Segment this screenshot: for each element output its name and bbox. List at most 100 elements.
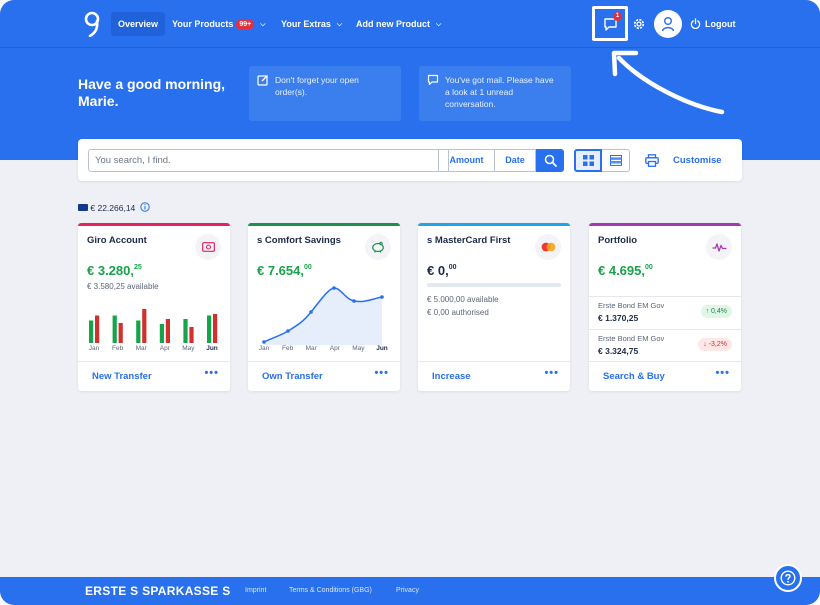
card-title: s MasterCard First: [427, 235, 511, 246]
customise-button[interactable]: Customise: [673, 155, 722, 166]
mastercard-logo-icon: [541, 242, 556, 252]
edit-icon: [257, 75, 268, 86]
more-options-icon[interactable]: •••: [544, 367, 559, 379]
card-footer: Own Transfer •••: [248, 361, 400, 391]
giro-bar-chart: [89, 309, 218, 343]
mastercard-card[interactable]: s MasterCard First € 0,00 € 5.000,00 ava…: [418, 223, 570, 391]
holding-name: Erste Bond EM Gov: [598, 334, 665, 343]
search-toolbar: You search, I find. Amount Date: [78, 139, 742, 181]
account-flag-icon: [78, 204, 88, 211]
nav-your-products[interactable]: Your Products 99+ ⌵: [172, 12, 266, 36]
nav-overview[interactable]: Overview: [111, 12, 166, 36]
total-balance: € 22.266,14: [78, 202, 150, 214]
new-transfer-button[interactable]: New Transfer: [92, 371, 152, 382]
logout-button[interactable]: Logout: [690, 12, 736, 36]
search-and-buy-button[interactable]: Search & Buy: [603, 371, 665, 382]
income-bar: [159, 324, 164, 343]
income-bar: [89, 320, 94, 343]
erste-logo-icon[interactable]: [84, 11, 102, 37]
profile-avatar[interactable]: [654, 10, 682, 38]
savings-point: [286, 329, 290, 333]
erste-sparkasse-logo[interactable]: ERSTE S SPARKASSE S: [85, 584, 231, 598]
expense-bar: [165, 319, 170, 343]
card-title: s Comfort Savings: [257, 235, 341, 246]
card-title: Giro Account: [87, 235, 147, 246]
month-label: Feb: [281, 345, 294, 352]
search-input[interactable]: You search, I find.: [88, 149, 449, 172]
arrow-up-icon: ↑: [705, 308, 710, 315]
holding-name: Erste Bond EM Gov: [598, 301, 665, 310]
month-label: May: [352, 345, 365, 352]
open-orders-notice[interactable]: Don't forget your open order(s).: [249, 66, 401, 121]
giro-balance: € 3.280,25: [87, 263, 142, 278]
printer-icon[interactable]: [645, 154, 659, 167]
card-footer: Increase •••: [418, 361, 570, 391]
card-title: Portfolio: [598, 235, 638, 246]
income-bar: [112, 315, 117, 343]
power-icon: [690, 18, 701, 29]
card-footer: New Transfer •••: [78, 361, 230, 391]
savings-area-fill: [264, 288, 382, 345]
unread-mail-notice[interactable]: You've got mail. Please have a look at 1…: [419, 66, 571, 121]
portfolio-card[interactable]: Portfolio € 4.695,00 Erste Bond EM Gov €…: [589, 223, 741, 391]
gear-icon[interactable]: [632, 17, 646, 31]
chevron-down-icon: ⌵: [336, 21, 343, 28]
savings-line-chart: [262, 286, 384, 345]
holding-row[interactable]: Erste Bond EM Gov € 1.370,25 ↑ 0,4%: [589, 296, 741, 329]
expense-bar: [189, 327, 194, 343]
holding-change-badge: ↑ 0,4%: [700, 305, 732, 318]
unread-badge: 1: [613, 12, 622, 21]
month-label: Mar: [135, 345, 147, 352]
mastercard-balance: € 0,00: [427, 263, 457, 278]
privacy-link[interactable]: Privacy: [396, 587, 419, 594]
grid-icon: [583, 155, 594, 166]
nav-your-extras[interactable]: Your Extras ⌵: [281, 12, 342, 36]
more-options-icon[interactable]: •••: [715, 367, 730, 379]
month-label: Jun: [206, 345, 218, 352]
card-icon-badge: [195, 234, 221, 260]
help-button[interactable]: [774, 564, 802, 592]
giro-available: € 3.580,25 available: [87, 282, 159, 291]
messages-button[interactable]: [592, 6, 628, 41]
help-icon: [780, 570, 796, 586]
terms-link[interactable]: Terms & Conditions (GBG): [289, 587, 372, 594]
income-bar: [136, 320, 141, 343]
nav-products-label: Your Products: [172, 19, 234, 29]
nav-add-new-product[interactable]: Add new Product ⌵: [356, 12, 441, 36]
more-options-icon[interactable]: •••: [204, 367, 219, 379]
holding-value: € 1.370,25: [598, 313, 639, 323]
month-label: Jun: [376, 345, 388, 352]
increase-limit-button[interactable]: Increase: [432, 371, 471, 382]
expense-bar: [95, 315, 100, 343]
user-icon: [661, 17, 675, 32]
card-icon-badge: [535, 234, 561, 260]
nav-divider: [0, 47, 820, 48]
savings-card[interactable]: s Comfort Savings € 7.654,00 Jan Feb Mar Ap…: [248, 223, 400, 391]
nav-extras-label: Your Extras: [281, 19, 331, 29]
income-bar: [183, 319, 188, 343]
expense-bar: [118, 323, 123, 343]
search-icon: [544, 154, 557, 167]
month-label: Mar: [305, 345, 317, 352]
arrow-down-icon: ↓: [703, 341, 707, 348]
info-icon[interactable]: [139, 202, 150, 212]
savings-balance: € 7.654,00: [257, 263, 312, 278]
card-accent-bar: [78, 223, 230, 226]
holding-row[interactable]: Erste Bond EM Gov € 3.324,75 ↓ -3,2%: [589, 329, 741, 362]
list-view-toggle[interactable]: [602, 149, 630, 172]
search-button[interactable]: [536, 149, 564, 172]
imprint-link[interactable]: Imprint: [245, 587, 267, 594]
date-filter-button[interactable]: Date: [495, 149, 536, 172]
more-options-icon[interactable]: •••: [374, 367, 389, 379]
card-accent-bar: [589, 223, 741, 226]
card-icon-badge: [706, 234, 732, 260]
grid-view-toggle[interactable]: [574, 149, 602, 172]
own-transfer-button[interactable]: Own Transfer: [262, 371, 323, 382]
unread-mail-text: You've got mail. Please have a look at 1…: [445, 75, 554, 109]
month-label: Jan: [258, 345, 270, 352]
savings-point: [352, 299, 356, 303]
amount-filter-button[interactable]: Amount: [438, 149, 495, 172]
chevron-down-icon: ⌵: [436, 21, 442, 28]
giro-account-card[interactable]: Giro Account € 3.280,25 € 3.580,25 avail…: [78, 223, 230, 391]
expense-bar: [142, 309, 147, 343]
